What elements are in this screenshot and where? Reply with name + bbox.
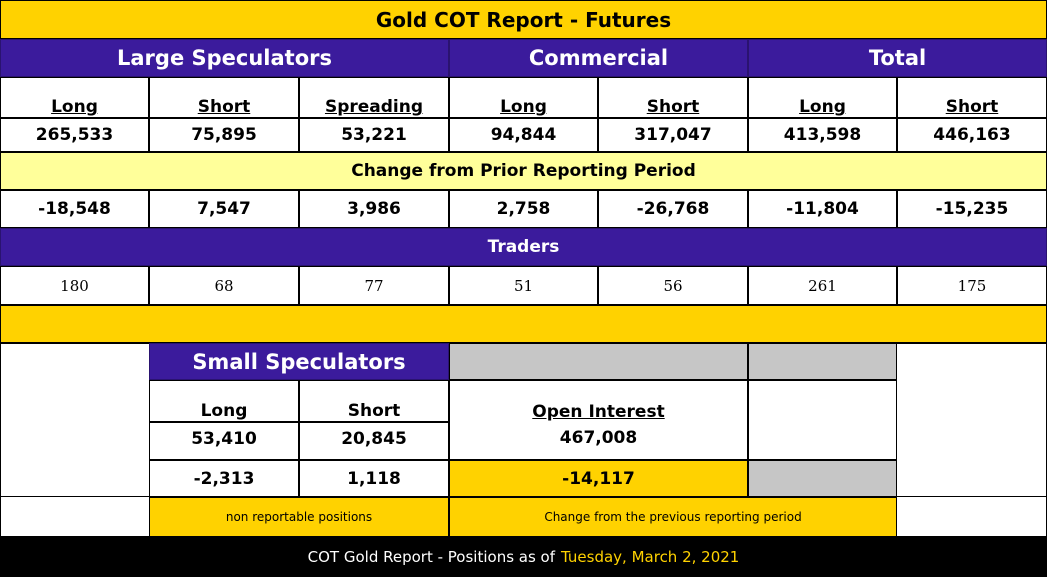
gray-cell-right-bottom	[748, 460, 897, 497]
separator-bar	[0, 305, 1047, 343]
value-commercial-long: 94,844	[449, 118, 598, 152]
footer-text: COT Gold Report - Positions as of	[307, 548, 556, 566]
header-large-spec-long: Long	[0, 77, 149, 118]
change-large-spec-long: -18,548	[0, 190, 149, 228]
report-footer: COT Gold Report - Positions as of Tuesda…	[0, 537, 1047, 577]
value-open-interest: 467,008	[449, 422, 748, 460]
note-right-blank	[897, 497, 1047, 537]
traders-large-spec-long: 180	[0, 266, 149, 305]
change-commercial-long: 2,758	[449, 190, 598, 228]
change-large-spec-short: 7,547	[149, 190, 299, 228]
footer-date: Tuesday, March 2, 2021	[561, 548, 740, 566]
change-total-short: -15,235	[897, 190, 1047, 228]
lower-right-blank	[897, 343, 1047, 497]
traders-large-spec-short: 68	[149, 266, 299, 305]
value-small-spec-long: 53,410	[149, 422, 299, 460]
header-commercial-long: Long	[449, 77, 598, 118]
header-total-short: Short	[897, 77, 1047, 118]
small-spec-note: non reportable positions	[149, 497, 449, 537]
value-commercial-short: 317,047	[598, 118, 748, 152]
small-speculators-title: Small Speculators	[149, 343, 449, 380]
value-large-spec-long: 265,533	[0, 118, 149, 152]
value-total-long: 413,598	[748, 118, 897, 152]
value-total-short: 446,163	[897, 118, 1047, 152]
traders-total-short: 175	[897, 266, 1047, 305]
header-small-spec-short: Short	[299, 380, 449, 422]
traders-total-long: 261	[748, 266, 897, 305]
value-large-spec-spreading: 53,221	[299, 118, 449, 152]
group-total: Total	[748, 39, 1047, 77]
traders-commercial-long: 51	[449, 266, 598, 305]
change-small-spec-long: -2,313	[149, 460, 299, 497]
traders-commercial-short: 56	[598, 266, 748, 305]
header-large-spec-spreading: Spreading	[299, 77, 449, 118]
lower-left-blank	[0, 343, 149, 497]
gray-cell-right-top	[748, 343, 897, 380]
gray-cell-open-interest-top	[449, 343, 748, 380]
header-small-spec-long: Long	[149, 380, 299, 422]
traders-large-spec-spreading: 77	[299, 266, 449, 305]
change-total-long: -11,804	[748, 190, 897, 228]
value-large-spec-short: 75,895	[149, 118, 299, 152]
note-left-blank	[0, 497, 149, 537]
group-commercial: Commercial	[449, 39, 748, 77]
header-commercial-short: Short	[598, 77, 748, 118]
group-large-speculators: Large Speculators	[0, 39, 449, 77]
report-title: Gold COT Report - Futures	[0, 0, 1047, 39]
change-open-interest: -14,117	[449, 460, 748, 497]
header-total-long: Long	[748, 77, 897, 118]
change-section-label: Change from Prior Reporting Period	[0, 152, 1047, 190]
open-interest-note: Change from the previous reporting perio…	[449, 497, 897, 537]
traders-section-label: Traders	[0, 228, 1047, 266]
header-large-spec-short: Short	[149, 77, 299, 118]
change-large-spec-spreading: 3,986	[299, 190, 449, 228]
change-small-spec-short: 1,118	[299, 460, 449, 497]
value-small-spec-short: 20,845	[299, 422, 449, 460]
change-commercial-short: -26,768	[598, 190, 748, 228]
header-open-interest: Open Interest	[449, 380, 748, 422]
blank-right-middle	[748, 380, 897, 460]
